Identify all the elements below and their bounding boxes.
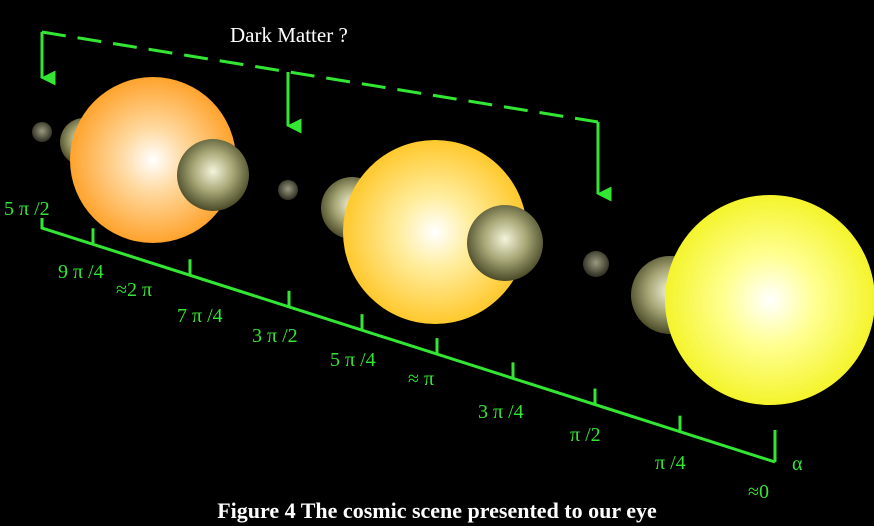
axis-label: 3 π /4 <box>478 401 524 423</box>
axis-line <box>40 218 776 464</box>
axis-label: ≈0 <box>748 481 769 503</box>
small-sphere <box>278 180 298 200</box>
axis-label: ≈2 π <box>116 279 152 301</box>
moon <box>467 205 543 281</box>
axis-label: π /2 <box>570 424 601 446</box>
yellow-star <box>665 195 874 405</box>
axis-label: π /4 <box>655 452 686 474</box>
axis-label: 3 π /2 <box>252 325 298 347</box>
axis-label: 5 π /4 <box>330 349 376 371</box>
axis-label: ≈ π <box>408 368 434 390</box>
small-sphere <box>32 122 52 142</box>
axis-label: 9 π /4 <box>58 261 104 283</box>
axis <box>40 218 777 464</box>
caption: Figure 4 The cosmic scene presented to o… <box>217 498 657 523</box>
axis-label: 7 π /4 <box>177 305 223 327</box>
dashed-line <box>41 30 599 124</box>
dark-matter-path <box>40 30 612 202</box>
axis-label: 5 π /2 <box>4 198 50 220</box>
small-sphere <box>583 251 609 277</box>
moon <box>177 139 249 211</box>
dark-matter-label: Dark Matter ? <box>230 23 348 47</box>
axis-symbol: α <box>792 453 803 475</box>
gold-star <box>343 140 527 324</box>
spheres <box>32 77 874 405</box>
